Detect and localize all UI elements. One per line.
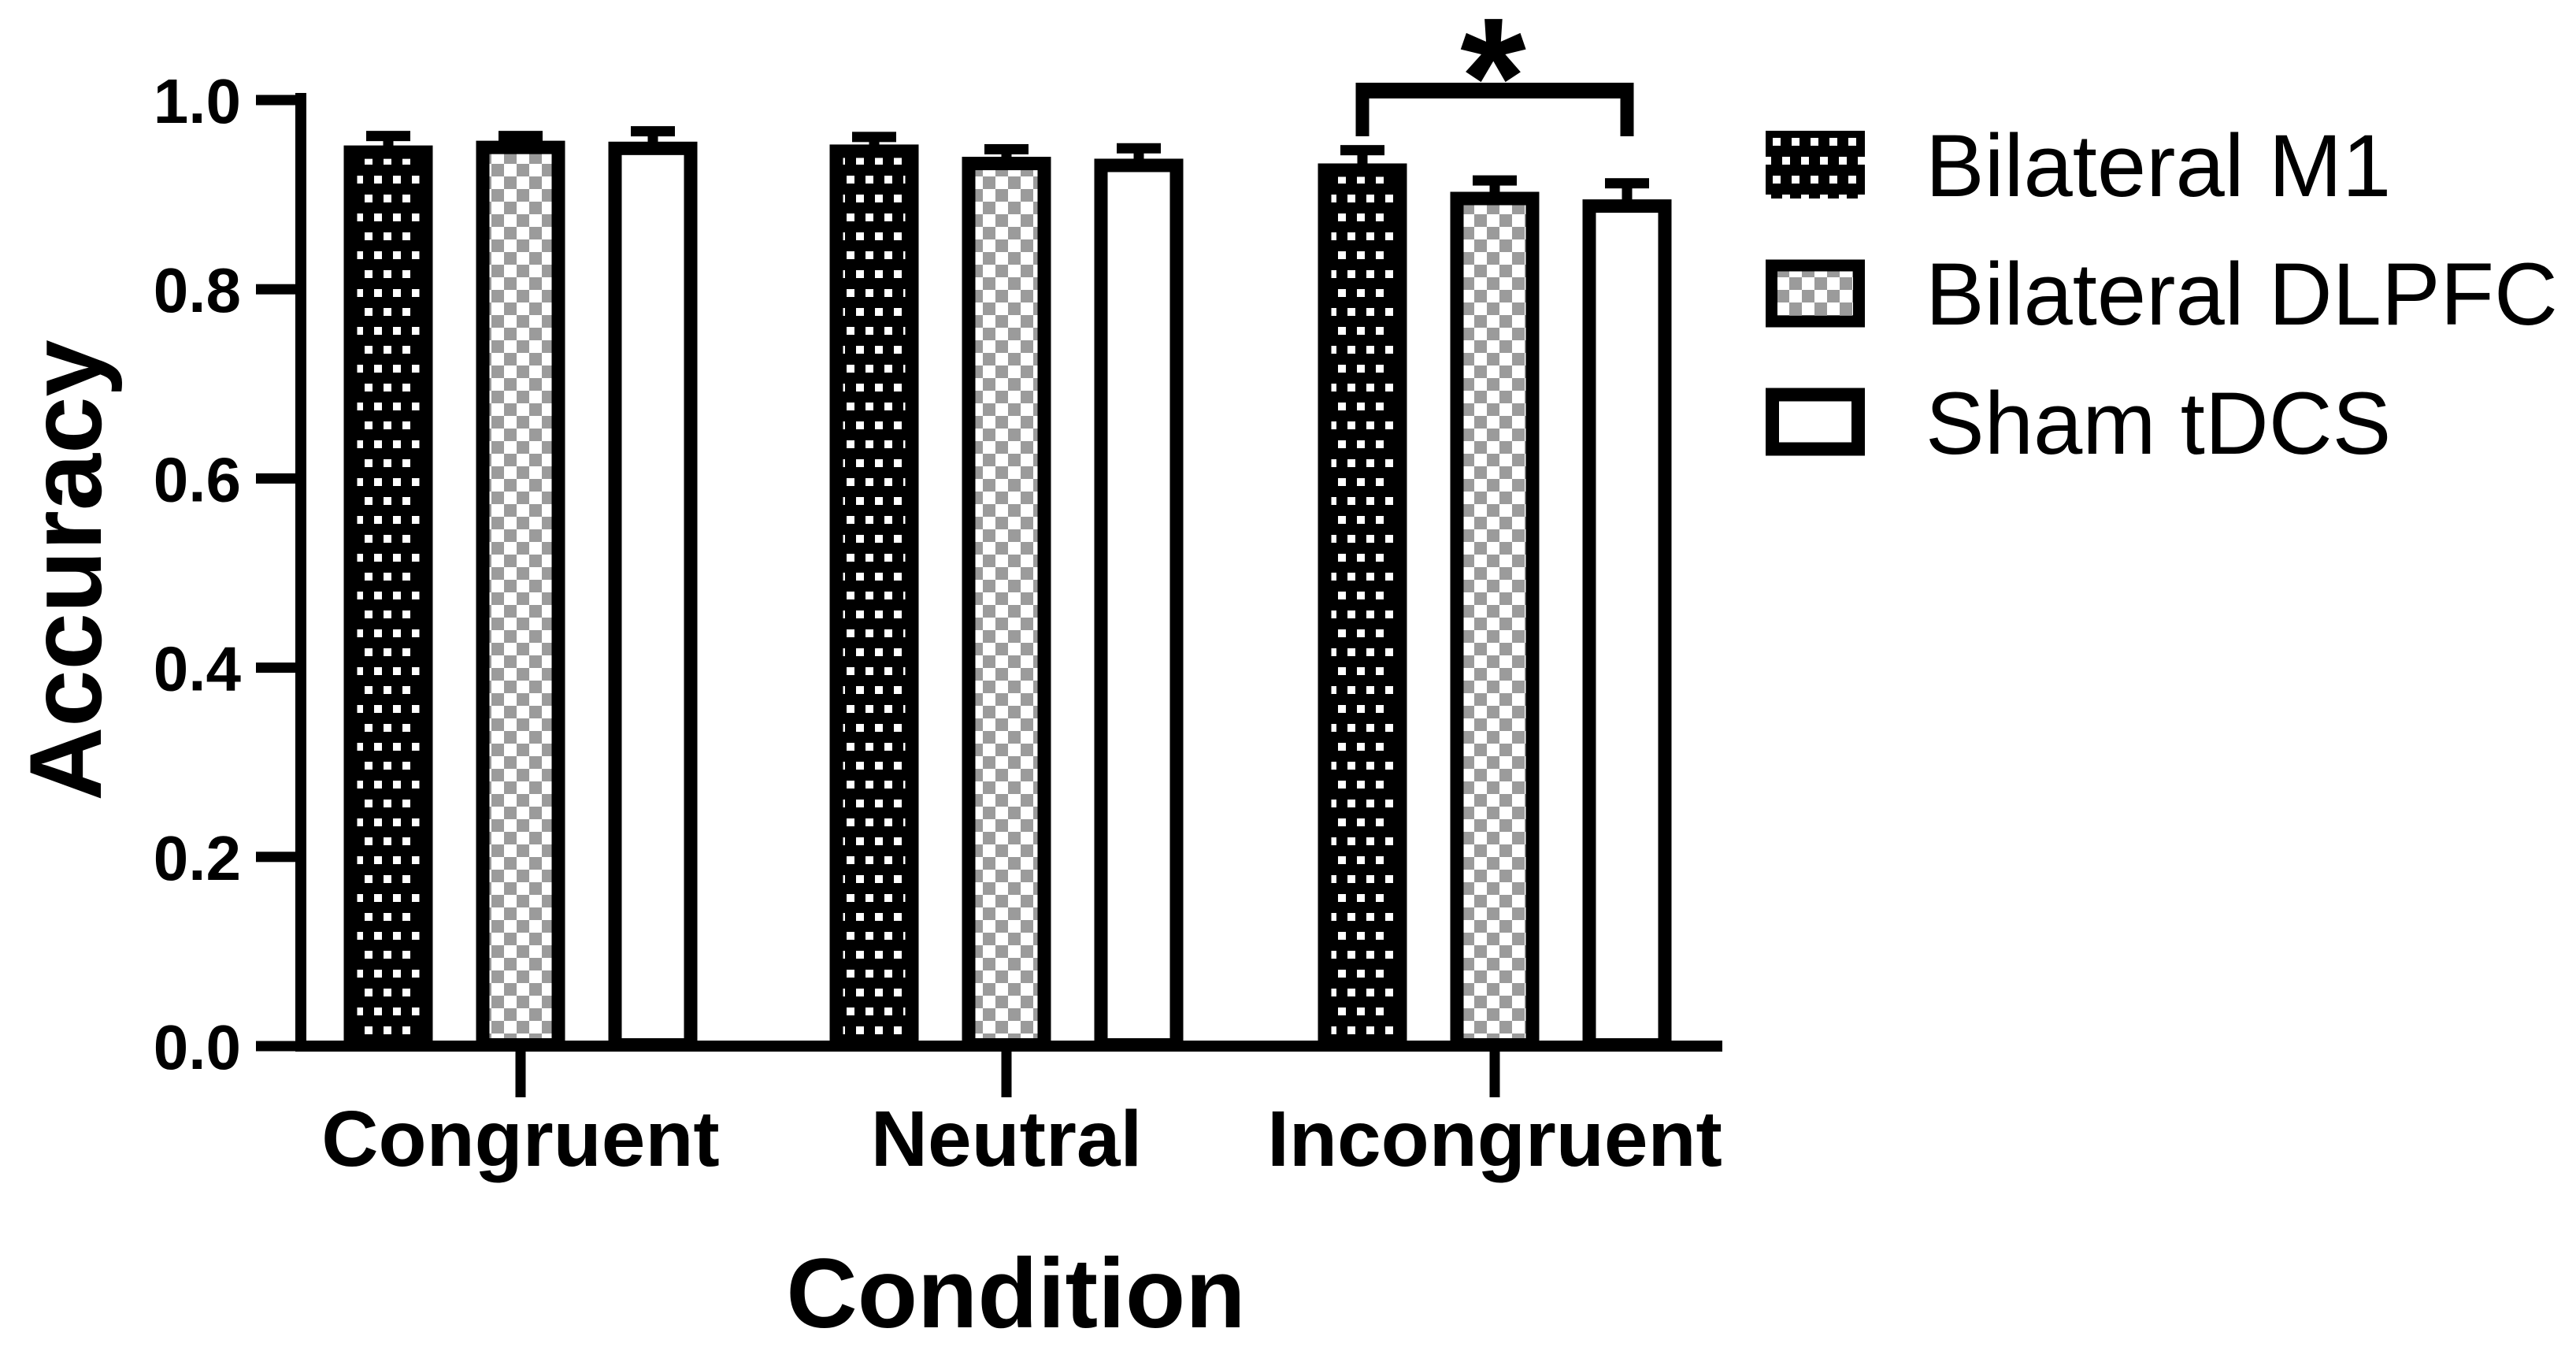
category-label: Incongruent <box>1267 1095 1722 1183</box>
bars-layer <box>343 140 1672 1052</box>
legend-label: Sham tDCS <box>1926 374 2391 473</box>
y-tick-label: 0.8 <box>154 255 241 325</box>
y-axis-title: Accuracy <box>8 340 123 800</box>
tick-labels-layer: 0.0 0.2 0.4 0.6 0.8 1.0 Congruent Neutral Incong… <box>154 66 1722 1183</box>
y-tick <box>256 284 295 295</box>
error-bar-cap <box>499 131 543 142</box>
bar-incongruent-bilateral-m1 <box>1318 163 1407 1052</box>
y-tick-label: 0.0 <box>154 1012 241 1082</box>
bar-neutral-sham-tdcs <box>1094 158 1184 1052</box>
x-tick <box>515 1052 526 1097</box>
y-axis-line <box>295 93 306 1052</box>
legend-swatch-checker <box>1766 259 1865 328</box>
legend-swatch-dots <box>1766 131 1865 199</box>
error-bar-cap <box>1117 143 1161 154</box>
bar-incongruent-bilateral-dlpfc <box>1450 191 1540 1052</box>
axes-layer <box>256 93 1722 1097</box>
legend: Bilateral M1 Bilateral DLPFC Sham tDCS <box>1766 117 2558 473</box>
legend-item-bilateral-dlpfc: Bilateral DLPFC <box>1766 245 2558 343</box>
error-bar-cap <box>1340 145 1384 156</box>
category-label: Congruent <box>321 1095 719 1183</box>
x-axis-line <box>295 1041 1722 1052</box>
error-bar-cap <box>1473 175 1517 186</box>
x-tick <box>1489 1052 1500 1097</box>
y-tick <box>256 1041 295 1052</box>
legend-item-bilateral-m1: Bilateral M1 <box>1766 117 2391 215</box>
y-tick <box>256 473 295 484</box>
y-tick <box>256 95 295 106</box>
error-bar-cap <box>984 143 1029 154</box>
legend-swatch-white <box>1766 388 1865 456</box>
y-tick-label: 0.6 <box>154 444 241 514</box>
significance-bracket-bar <box>1355 83 1634 98</box>
significance-bracket-left-leg <box>1355 83 1370 136</box>
significance-star: * <box>1460 0 1526 172</box>
significance-bracket-layer <box>1355 83 1634 136</box>
bar-congruent-bilateral-m1 <box>343 145 433 1052</box>
error-bar-cap <box>852 132 896 143</box>
legend-label: Bilateral M1 <box>1926 117 2391 215</box>
bar-incongruent-sham-tdcs <box>1582 199 1672 1052</box>
y-tick-label: 1.0 <box>154 66 241 136</box>
legend-item-sham-tdcs: Sham tDCS <box>1766 374 2391 473</box>
bar-congruent-sham-tdcs <box>608 141 698 1052</box>
category-label: Neutral <box>871 1095 1143 1183</box>
error-bar-cap <box>631 126 675 137</box>
significance-bracket-right-leg <box>1620 83 1634 136</box>
y-tick <box>256 662 295 674</box>
bar-neutral-bilateral-dlpfc <box>962 157 1051 1052</box>
error-bar-cap <box>366 131 410 142</box>
error-bar-cap <box>1605 178 1649 189</box>
y-tick-label: 0.4 <box>154 634 242 704</box>
bar-congruent-bilateral-dlpfc <box>476 140 565 1052</box>
bar-neutral-bilateral-m1 <box>829 144 919 1052</box>
legend-label: Bilateral DLPFC <box>1926 245 2558 343</box>
x-tick <box>1001 1052 1012 1097</box>
y-tick-label: 0.2 <box>154 823 241 893</box>
x-axis-title: Condition <box>786 1239 1245 1347</box>
y-tick <box>256 852 295 863</box>
